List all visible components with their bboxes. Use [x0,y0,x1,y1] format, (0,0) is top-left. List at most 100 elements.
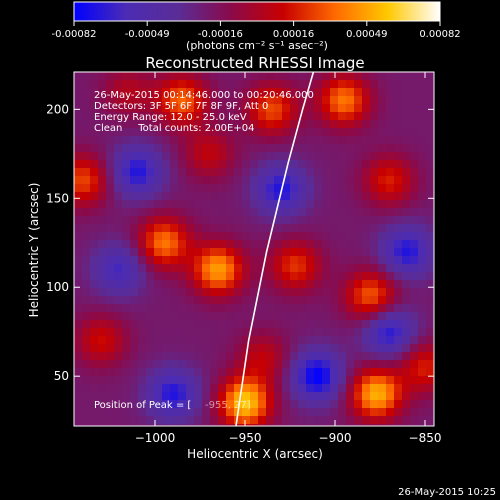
heatmap-cell [378,272,386,280]
heatmap-cell [114,296,122,304]
heatmap-cell [162,408,170,416]
heatmap-cell [154,152,162,160]
heatmap-cell [370,208,378,216]
heatmap-cell [346,96,354,104]
heatmap-cell [146,376,154,384]
heatmap-cell [138,288,146,296]
heatmap-cell [90,224,98,232]
heatmap-cell [234,200,242,208]
heatmap-cell [370,392,378,400]
x-tick-label: −950 [229,431,262,445]
heatmap-cell [362,120,370,128]
heatmap-cell [210,328,218,336]
heatmap-cell [290,144,298,152]
heatmap-cell [346,224,354,232]
heatmap-cell [202,352,210,360]
heatmap-cell [426,400,434,408]
heatmap-cell [362,360,370,368]
heatmap-cell [178,200,186,208]
heatmap-cell [306,280,314,288]
heatmap-cell [242,328,250,336]
heatmap-cell [210,384,218,392]
heatmap-cell [114,72,122,80]
heatmap-cell [274,408,282,416]
heatmap-cell [330,136,338,144]
heatmap-cell [82,112,90,120]
heatmap-cell [330,208,338,216]
heatmap-cell [242,416,250,424]
heatmap-cell [290,392,298,400]
heatmap-cell [130,248,138,256]
heatmap-cell [234,168,242,176]
heatmap-cell [378,288,386,296]
heatmap-cell [298,360,306,368]
heatmap-cell [418,328,426,336]
heatmap-cell [130,72,138,80]
heatmap-cell [394,368,402,376]
y-tick-label: 100 [46,280,69,294]
heatmap-cell [418,216,426,224]
heatmap-cell [338,240,346,248]
heatmap-cell [138,208,146,216]
heatmap-cell [394,408,402,416]
heatmap-cell [418,120,426,128]
heatmap-cell [154,376,162,384]
heatmap-cell [106,144,114,152]
heatmap-cell [346,216,354,224]
heatmap-cell [378,152,386,160]
heatmap-cell [218,128,226,136]
heatmap-cell [138,224,146,232]
heatmap-cell [114,384,122,392]
heatmap-cell [98,408,106,416]
heatmap-cell [122,96,130,104]
heatmap-cell [162,176,170,184]
heatmap-cell [370,232,378,240]
heatmap-cell [154,88,162,96]
heatmap-cell [210,392,218,400]
heatmap-cell [314,248,322,256]
heatmap-cell [354,128,362,136]
heatmap-cell [186,344,194,352]
heatmap-cell [186,168,194,176]
heatmap-cell [362,248,370,256]
heatmap-cell [114,288,122,296]
heatmap-cell [386,424,394,426]
heatmap-cell [234,320,242,328]
heatmap-cell [306,368,314,376]
heatmap-cell [114,336,122,344]
heatmap-cell [138,320,146,328]
heatmap-cell [170,232,178,240]
heatmap-cell [402,136,410,144]
heatmap-cell [162,160,170,168]
heatmap-cell [330,72,338,80]
heatmap-cell [106,104,114,112]
heatmap-cell [266,216,274,224]
heatmap-cell [130,208,138,216]
heatmap-cell [74,208,82,216]
heatmap-cell [418,80,426,88]
heatmap-cell [234,384,242,392]
heatmap-cell [258,352,266,360]
heatmap-cell [226,248,234,256]
heatmap-cell [162,272,170,280]
heatmap-cell [282,200,290,208]
heatmap-cell [170,192,178,200]
heatmap-cell [394,128,402,136]
heatmap-cell [226,136,234,144]
heatmap-cell [82,312,90,320]
colorbar-tick-label: -0.00082 [52,29,97,40]
heatmap-cell [90,344,98,352]
heatmap-cell [266,176,274,184]
heatmap-cell [426,192,434,200]
heatmap-cell [98,144,106,152]
heatmap-cell [378,360,386,368]
heatmap-cell [386,80,394,88]
heatmap-cell [186,184,194,192]
heatmap-cell [354,280,362,288]
heatmap-cell [250,240,258,248]
heatmap-cell [242,120,250,128]
heatmap-cell [74,160,82,168]
heatmap-cell [170,296,178,304]
heatmap-cell [106,408,114,416]
